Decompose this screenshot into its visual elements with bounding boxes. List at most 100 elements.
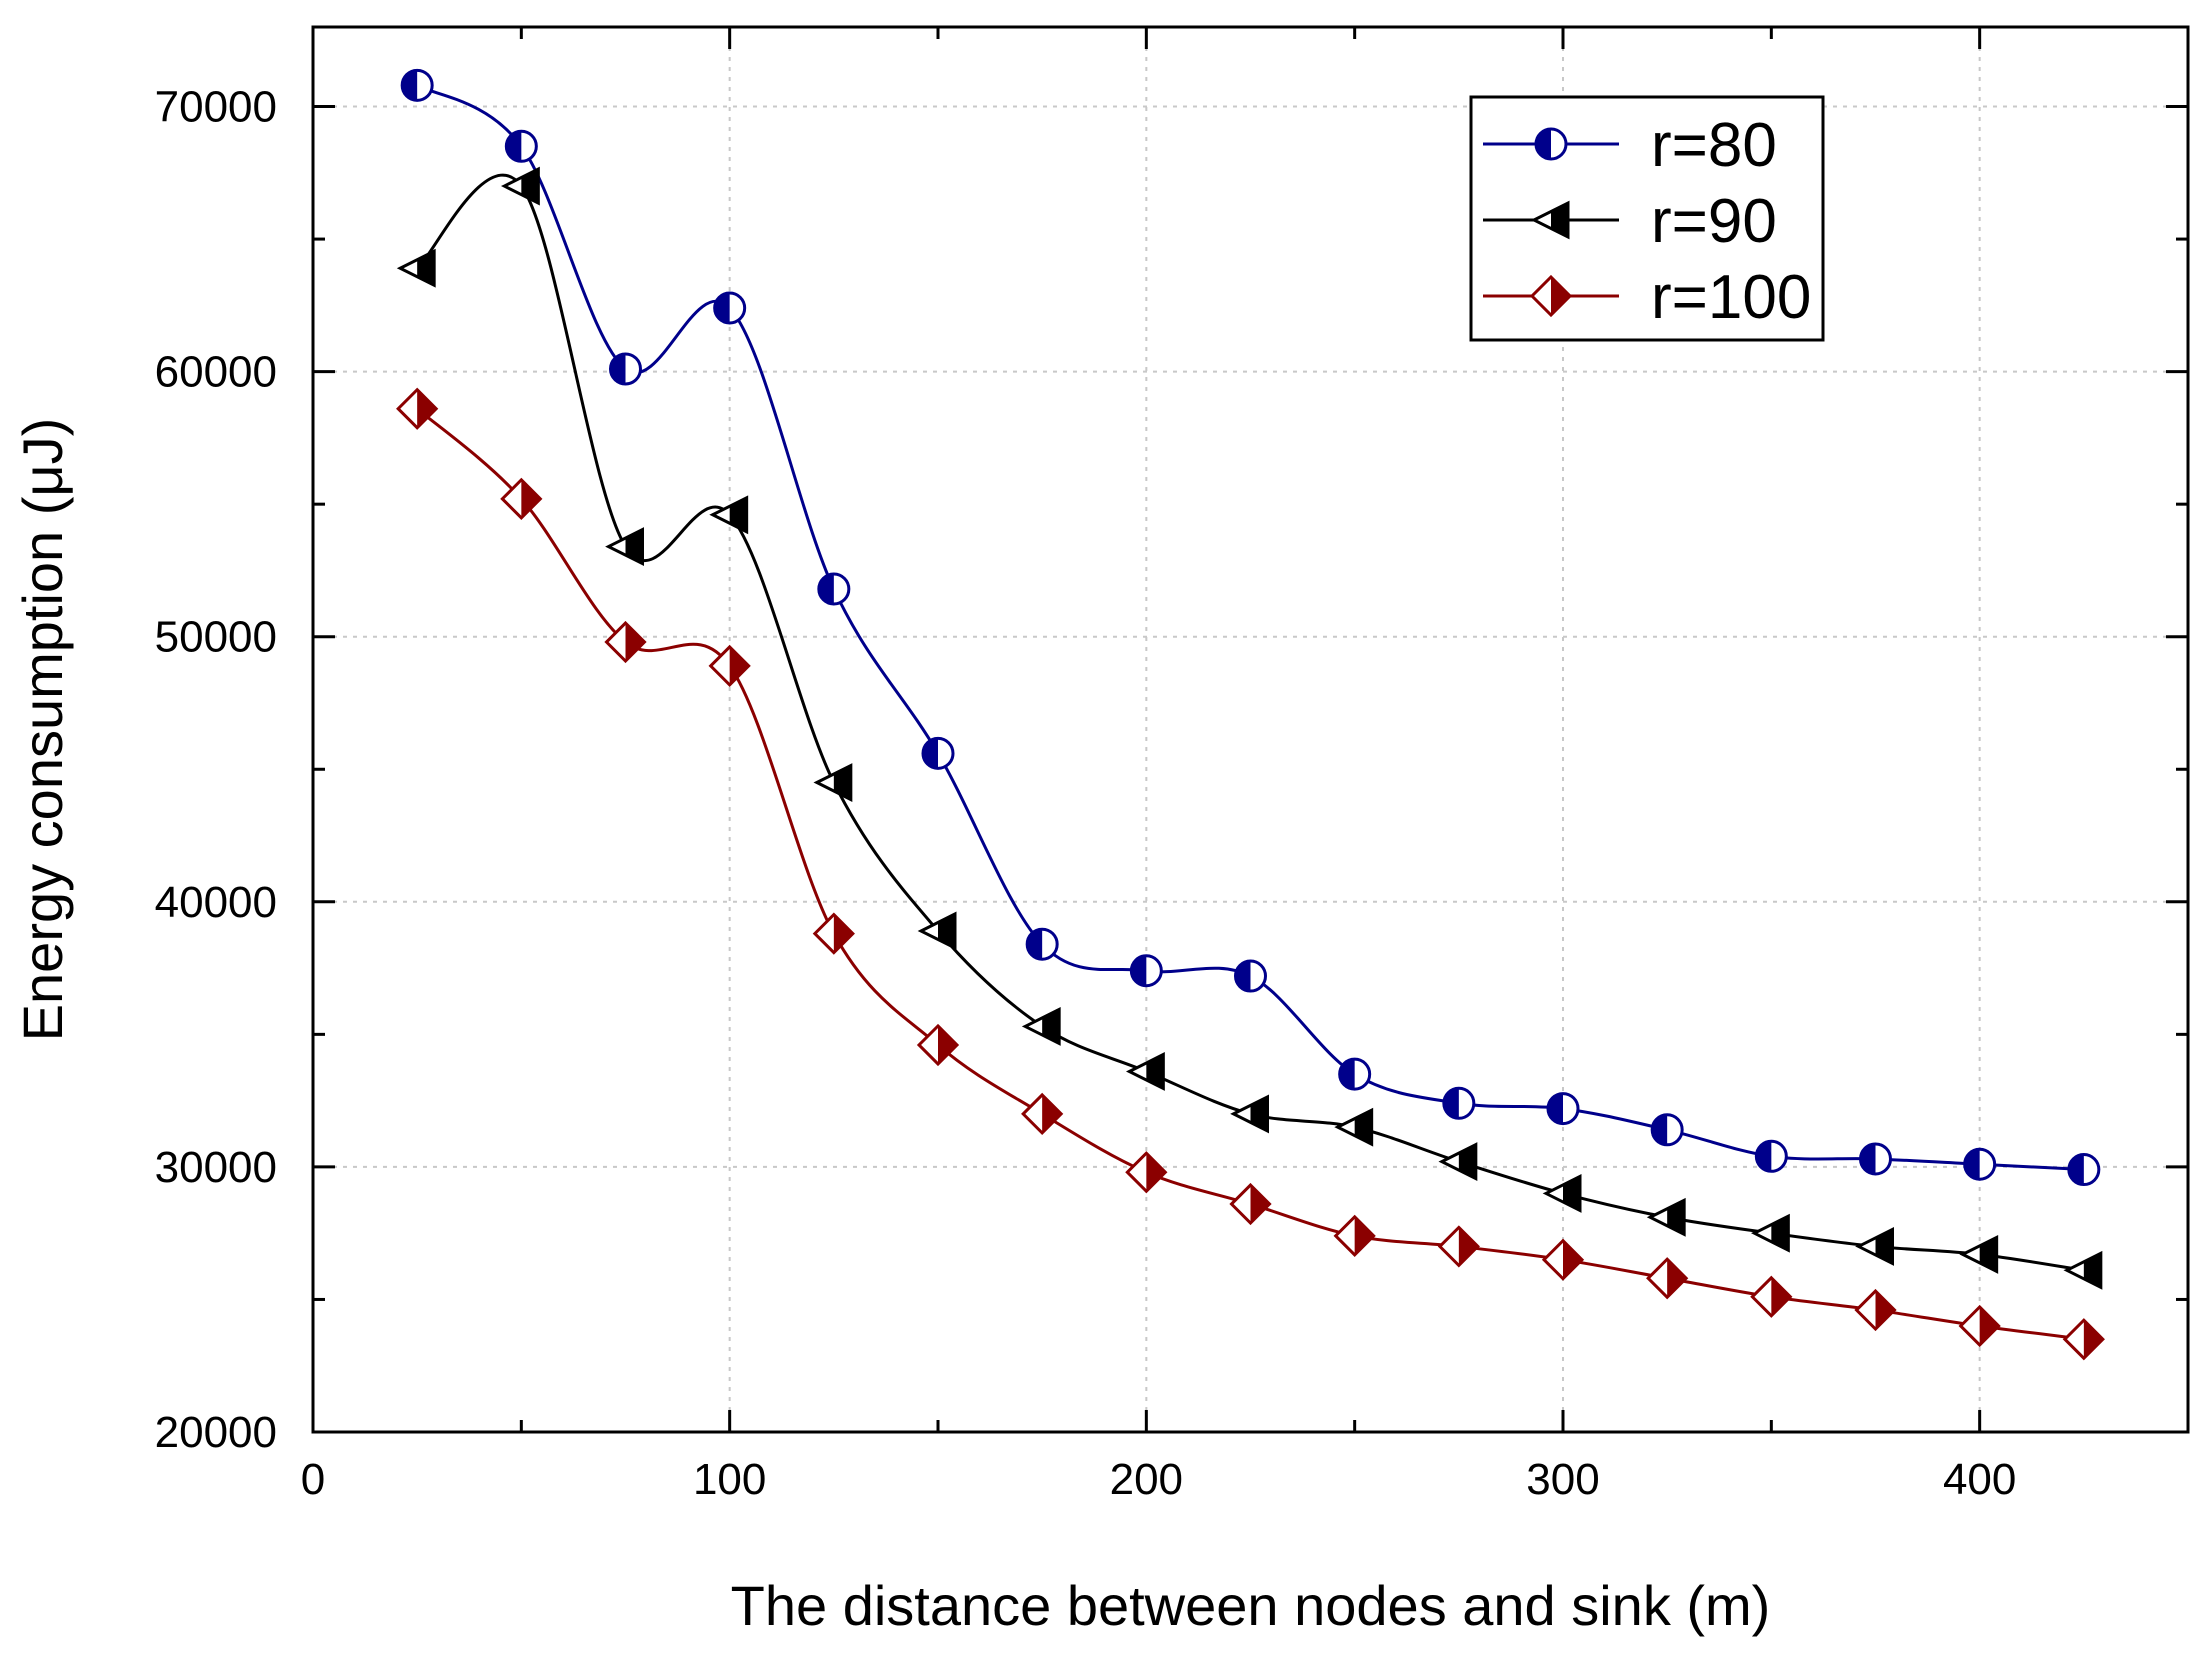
y-tick-label: 40000 bbox=[155, 878, 277, 927]
marker-fill bbox=[610, 353, 626, 384]
y-tick-label: 30000 bbox=[155, 1143, 277, 1192]
marker-fill bbox=[1563, 1240, 1582, 1279]
marker-fill bbox=[938, 1025, 957, 1064]
x-tick-label: 400 bbox=[1943, 1455, 2016, 1504]
x-axis-title: The distance between nodes and sink (m) bbox=[731, 1574, 1771, 1637]
data-point bbox=[400, 68, 434, 102]
data-point bbox=[708, 644, 751, 687]
marker-fill bbox=[1339, 1059, 1355, 1090]
data-point bbox=[1646, 1197, 1686, 1237]
marker-fill bbox=[506, 131, 522, 162]
legend-item: r=80 bbox=[1483, 111, 1777, 180]
marker-fill bbox=[625, 623, 645, 662]
data-point bbox=[1230, 1094, 1269, 1134]
data-point bbox=[1125, 1052, 1165, 1091]
marker-fill bbox=[1443, 1088, 1459, 1119]
marker-fill bbox=[1771, 1216, 1789, 1251]
data-point bbox=[917, 911, 957, 951]
data-point bbox=[1234, 959, 1267, 993]
x-tick-label: 200 bbox=[1110, 1455, 1183, 1504]
x-tick-label: 0 bbox=[301, 1455, 325, 1504]
marker-fill bbox=[2068, 1154, 2084, 1185]
data-point bbox=[1129, 954, 1163, 988]
data-point bbox=[1333, 1214, 1376, 1257]
data-point bbox=[604, 620, 647, 664]
marker-fill bbox=[2083, 1320, 2103, 1359]
y-tick-label: 20000 bbox=[155, 1408, 277, 1457]
marker-fill bbox=[1875, 1229, 1893, 1264]
marker-fill bbox=[1458, 1144, 1476, 1179]
marker-fill bbox=[729, 646, 749, 685]
legend-marker bbox=[1534, 127, 1568, 161]
marker-fill bbox=[1042, 1094, 1062, 1133]
marker-fill bbox=[818, 574, 834, 604]
marker-fill bbox=[1354, 1110, 1372, 1145]
data-point bbox=[1959, 1234, 1999, 1274]
data-point bbox=[1963, 1147, 1997, 1181]
marker-fill bbox=[1875, 1291, 1895, 1330]
marker-fill bbox=[417, 389, 437, 428]
marker-fill bbox=[2083, 1253, 2101, 1288]
data-point bbox=[609, 352, 642, 386]
data-point bbox=[605, 527, 644, 567]
data-point bbox=[1546, 1092, 1580, 1126]
data-point bbox=[1855, 1227, 1894, 1266]
legend: r=80 r=90 r=100 bbox=[1469, 95, 1825, 342]
marker-fill bbox=[1551, 277, 1570, 315]
marker-fill bbox=[1458, 1227, 1478, 1266]
data-point bbox=[500, 166, 540, 206]
data-point bbox=[2067, 1153, 2101, 1187]
data-point bbox=[1542, 1173, 1582, 1213]
marker-fill bbox=[1551, 203, 1568, 237]
data-point bbox=[1854, 1288, 1897, 1332]
marker-fill bbox=[923, 738, 938, 769]
data-point bbox=[1021, 1006, 1061, 1046]
marker-fill bbox=[1027, 929, 1043, 960]
marker-fill bbox=[1536, 129, 1551, 159]
marker-fill bbox=[1563, 1176, 1580, 1211]
series-r=100 bbox=[396, 387, 2105, 1361]
data-point bbox=[2062, 1318, 2105, 1361]
data-point bbox=[1334, 1107, 1374, 1147]
data-point bbox=[1229, 1182, 1272, 1226]
y-tick-label: 60000 bbox=[155, 348, 277, 397]
data-point bbox=[813, 763, 853, 802]
data-point bbox=[1958, 1304, 2001, 1348]
data-point bbox=[500, 477, 543, 520]
marker-fill bbox=[1146, 1054, 1164, 1089]
y-tick-label: 50000 bbox=[155, 613, 277, 662]
data-point bbox=[1021, 1092, 1064, 1136]
x-tick-label: 100 bbox=[693, 1455, 766, 1504]
data-point bbox=[1859, 1142, 1892, 1176]
data-point bbox=[396, 248, 436, 288]
marker-fill bbox=[1964, 1149, 1980, 1180]
marker-fill bbox=[1756, 1141, 1772, 1172]
legend-marker bbox=[1529, 274, 1573, 318]
legend-item: r=90 bbox=[1483, 187, 1777, 256]
data-point bbox=[1750, 1213, 1790, 1253]
marker-fill bbox=[1667, 1259, 1687, 1298]
legend-label: r=80 bbox=[1651, 111, 1777, 180]
data-point bbox=[504, 129, 538, 163]
marker-fill bbox=[1354, 1216, 1374, 1255]
marker-fill bbox=[521, 169, 539, 204]
marker-fill bbox=[402, 70, 418, 101]
data-point bbox=[1650, 1113, 1684, 1147]
y-axis-title: Energy consumption (μJ) bbox=[11, 418, 74, 1042]
marker-fill bbox=[1235, 961, 1251, 992]
data-point bbox=[817, 572, 851, 606]
plot-frame bbox=[311, 25, 2190, 1434]
data-point bbox=[1541, 1238, 1585, 1281]
marker-fill bbox=[938, 913, 955, 948]
data-point bbox=[709, 495, 749, 535]
marker-fill bbox=[1979, 1306, 1999, 1345]
data-point bbox=[1442, 1086, 1476, 1120]
series-r=80 bbox=[400, 68, 2101, 1187]
marker-fill bbox=[625, 529, 643, 564]
marker-fill bbox=[729, 497, 747, 532]
x-tick-label: 300 bbox=[1526, 1455, 1599, 1504]
data-point bbox=[1125, 1151, 1168, 1194]
marker-fill bbox=[1860, 1143, 1876, 1174]
data-point bbox=[2063, 1250, 2103, 1290]
